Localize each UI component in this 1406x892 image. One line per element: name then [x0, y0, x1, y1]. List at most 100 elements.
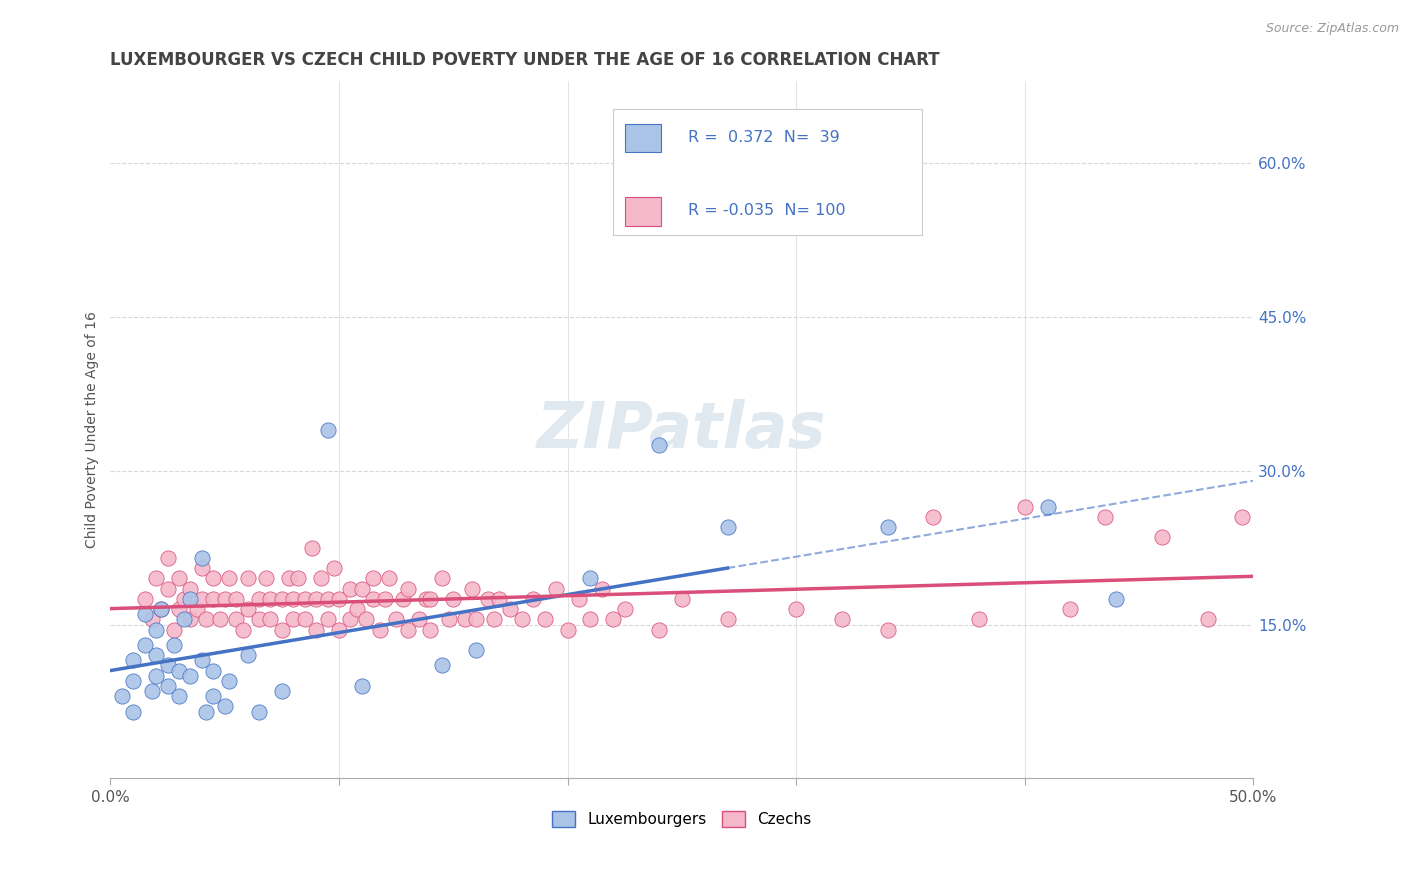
Point — [579, 612, 602, 626]
Point — [419, 591, 441, 606]
Point — [441, 591, 464, 606]
Point — [309, 571, 332, 585]
Point — [419, 623, 441, 637]
Point — [350, 679, 373, 693]
Point — [465, 643, 488, 657]
Point — [350, 582, 373, 596]
Point — [568, 591, 591, 606]
Point — [1036, 500, 1059, 514]
Point — [437, 612, 460, 626]
Point — [368, 623, 391, 637]
Point — [191, 591, 214, 606]
Point — [454, 612, 477, 626]
Point — [396, 623, 419, 637]
Point — [156, 582, 179, 596]
Point — [191, 653, 214, 667]
Point — [218, 571, 240, 585]
Point — [316, 423, 339, 437]
Point — [499, 602, 522, 616]
Point — [356, 612, 378, 626]
FancyBboxPatch shape — [624, 124, 661, 153]
Point — [328, 623, 350, 637]
Point — [648, 623, 671, 637]
Point — [415, 591, 437, 606]
Point — [156, 679, 179, 693]
Point — [831, 612, 853, 626]
Point — [1094, 509, 1116, 524]
Point — [254, 571, 277, 585]
Point — [270, 623, 292, 637]
Point — [179, 591, 201, 606]
Point — [346, 602, 368, 616]
Point — [283, 591, 305, 606]
Point — [173, 612, 195, 626]
Point — [294, 612, 316, 626]
Point — [648, 438, 671, 452]
Point — [167, 664, 190, 678]
Point — [361, 591, 384, 606]
Point — [283, 612, 305, 626]
Legend: Luxembourgers, Czechs: Luxembourgers, Czechs — [546, 805, 817, 833]
Point — [259, 612, 281, 626]
Point — [236, 648, 259, 663]
Point — [122, 673, 145, 688]
Point — [179, 669, 201, 683]
Point — [876, 623, 898, 637]
Point — [408, 612, 430, 626]
Point — [396, 582, 419, 596]
Text: LUXEMBOURGER VS CZECH CHILD POVERTY UNDER THE AGE OF 16 CORRELATION CHART: LUXEMBOURGER VS CZECH CHILD POVERTY UNDE… — [111, 51, 941, 69]
Point — [430, 658, 453, 673]
Point — [225, 612, 247, 626]
Point — [1014, 500, 1036, 514]
Point — [156, 658, 179, 673]
Point — [301, 541, 323, 555]
Point — [1197, 612, 1219, 626]
Point — [671, 591, 693, 606]
Point — [591, 582, 613, 596]
Point — [145, 571, 167, 585]
Point — [247, 612, 270, 626]
Point — [1059, 602, 1081, 616]
Point — [378, 571, 401, 585]
Point — [122, 705, 145, 719]
Point — [202, 591, 225, 606]
Point — [967, 612, 990, 626]
Point — [785, 602, 807, 616]
Point — [328, 591, 350, 606]
FancyBboxPatch shape — [624, 197, 661, 226]
Point — [191, 561, 214, 575]
FancyBboxPatch shape — [613, 109, 922, 235]
Point — [488, 591, 510, 606]
Point — [149, 602, 172, 616]
Point — [145, 669, 167, 683]
Point — [236, 602, 259, 616]
Point — [287, 571, 309, 585]
Point — [209, 612, 232, 626]
Point — [613, 602, 636, 616]
Point — [922, 509, 945, 524]
Point — [163, 623, 186, 637]
Point — [225, 591, 247, 606]
Point — [191, 550, 214, 565]
Point — [430, 571, 453, 585]
Point — [202, 571, 225, 585]
Point — [294, 591, 316, 606]
Point — [1150, 530, 1173, 544]
Point — [179, 582, 201, 596]
Point — [602, 612, 624, 626]
Point — [202, 664, 225, 678]
Point — [214, 699, 236, 714]
Point — [270, 684, 292, 698]
Point — [111, 690, 134, 704]
Point — [716, 520, 738, 534]
Point — [179, 612, 201, 626]
Point — [305, 591, 328, 606]
Point — [1105, 591, 1128, 606]
Point — [134, 638, 156, 652]
Point — [339, 582, 361, 596]
Point — [247, 705, 270, 719]
Point — [236, 571, 259, 585]
Point — [270, 591, 292, 606]
Text: R =  0.372  N=  39: R = 0.372 N= 39 — [688, 130, 839, 145]
Point — [557, 623, 579, 637]
